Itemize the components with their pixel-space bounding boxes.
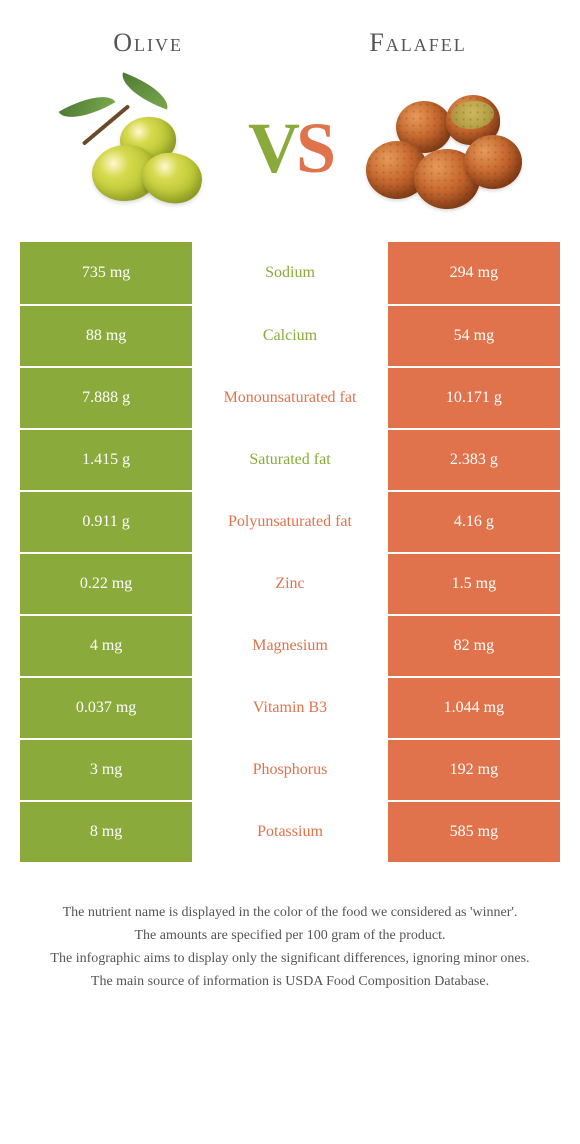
table-row: 8 mgPotassium585 mg bbox=[20, 800, 560, 862]
table-row: 735 mgSodium294 mg bbox=[20, 242, 560, 304]
table-row: 0.22 mgZinc1.5 mg bbox=[20, 552, 560, 614]
food-title-left: Olive bbox=[113, 28, 183, 58]
footnote-line: The infographic aims to display only the… bbox=[24, 948, 556, 969]
footnote-line: The main source of information is USDA F… bbox=[24, 971, 556, 992]
nutrient-label: Saturated fat bbox=[194, 430, 386, 490]
value-right: 4.16 g bbox=[386, 492, 560, 552]
nutrient-label: Polyunsaturated fat bbox=[194, 492, 386, 552]
nutrient-table: 735 mgSodium294 mg88 mgCalcium54 mg7.888… bbox=[20, 242, 560, 862]
value-left: 88 mg bbox=[20, 306, 194, 366]
nutrient-label: Potassium bbox=[194, 802, 386, 862]
value-right: 585 mg bbox=[386, 802, 560, 862]
value-left: 735 mg bbox=[20, 242, 194, 304]
value-left: 0.911 g bbox=[20, 492, 194, 552]
food-image-left bbox=[48, 78, 228, 218]
value-left: 0.037 mg bbox=[20, 678, 194, 738]
value-right: 10.171 g bbox=[386, 368, 560, 428]
nutrient-label: Zinc bbox=[194, 554, 386, 614]
value-right: 82 mg bbox=[386, 616, 560, 676]
nutrient-label: Sodium bbox=[194, 242, 386, 304]
vs-letter-v: V bbox=[248, 108, 296, 188]
olive-illustration bbox=[58, 83, 218, 213]
value-right: 1.044 mg bbox=[386, 678, 560, 738]
nutrient-label: Vitamin B3 bbox=[194, 678, 386, 738]
table-row: 0.037 mgVitamin B31.044 mg bbox=[20, 676, 560, 738]
table-row: 4 mgMagnesium82 mg bbox=[20, 614, 560, 676]
nutrient-label: Magnesium bbox=[194, 616, 386, 676]
table-row: 1.415 gSaturated fat2.383 g bbox=[20, 428, 560, 490]
value-left: 7.888 g bbox=[20, 368, 194, 428]
value-left: 3 mg bbox=[20, 740, 194, 800]
food-image-right bbox=[352, 78, 532, 218]
footnote-line: The amounts are specified per 100 gram o… bbox=[24, 925, 556, 946]
value-right: 2.383 g bbox=[386, 430, 560, 490]
header-titles: Olive Falafel bbox=[0, 0, 580, 68]
vs-label: VS bbox=[248, 107, 332, 190]
value-left: 1.415 g bbox=[20, 430, 194, 490]
vs-row: VS bbox=[0, 68, 580, 242]
vs-letter-s: S bbox=[296, 108, 332, 188]
value-left: 0.22 mg bbox=[20, 554, 194, 614]
table-row: 0.911 gPolyunsaturated fat4.16 g bbox=[20, 490, 560, 552]
table-row: 7.888 gMonounsaturated fat10.171 g bbox=[20, 366, 560, 428]
nutrient-label: Monounsaturated fat bbox=[194, 368, 386, 428]
falafel-illustration bbox=[352, 83, 532, 213]
value-right: 1.5 mg bbox=[386, 554, 560, 614]
table-row: 88 mgCalcium54 mg bbox=[20, 304, 560, 366]
value-left: 4 mg bbox=[20, 616, 194, 676]
footnote-line: The nutrient name is displayed in the co… bbox=[24, 902, 556, 923]
value-right: 294 mg bbox=[386, 242, 560, 304]
table-row: 3 mgPhosphorus192 mg bbox=[20, 738, 560, 800]
food-title-right: Falafel bbox=[369, 28, 466, 58]
footnotes: The nutrient name is displayed in the co… bbox=[24, 902, 556, 992]
nutrient-label: Calcium bbox=[194, 306, 386, 366]
value-left: 8 mg bbox=[20, 802, 194, 862]
nutrient-label: Phosphorus bbox=[194, 740, 386, 800]
value-right: 192 mg bbox=[386, 740, 560, 800]
value-right: 54 mg bbox=[386, 306, 560, 366]
